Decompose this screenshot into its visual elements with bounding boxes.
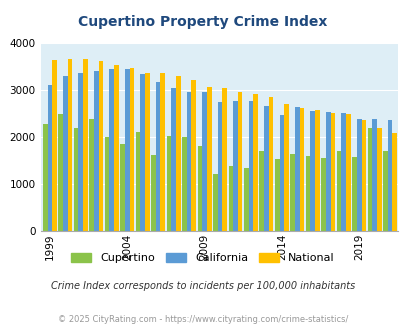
Bar	[299, 108, 304, 231]
Bar	[371, 118, 376, 231]
Bar	[367, 128, 371, 231]
Bar	[83, 59, 87, 231]
Bar	[63, 76, 68, 231]
Bar	[160, 73, 165, 231]
Bar	[320, 158, 325, 231]
Bar	[263, 106, 268, 231]
Bar	[109, 69, 114, 231]
Bar	[325, 112, 330, 231]
Bar	[382, 151, 387, 231]
Bar	[268, 97, 273, 231]
Bar	[94, 71, 98, 231]
Bar	[43, 124, 47, 231]
Bar	[114, 65, 118, 231]
Bar	[352, 157, 356, 231]
Bar	[68, 59, 72, 231]
Bar	[376, 128, 381, 231]
Bar	[145, 74, 149, 231]
Bar	[330, 113, 335, 231]
Bar	[279, 115, 283, 231]
Bar	[182, 137, 186, 231]
Bar	[125, 69, 129, 231]
Bar	[89, 118, 94, 231]
Bar	[284, 104, 288, 231]
Bar	[341, 114, 345, 231]
Bar	[98, 61, 103, 231]
Bar	[120, 145, 125, 231]
Bar	[222, 88, 226, 231]
Bar	[135, 132, 140, 231]
Text: Cupertino Property Crime Index: Cupertino Property Crime Index	[78, 15, 327, 29]
Legend: Cupertino, California, National: Cupertino, California, National	[67, 248, 338, 268]
Bar	[207, 87, 211, 231]
Bar	[151, 155, 156, 231]
Bar	[156, 82, 160, 231]
Bar	[387, 120, 392, 231]
Bar	[274, 159, 279, 231]
Bar	[232, 101, 237, 231]
Bar	[248, 101, 253, 231]
Bar	[104, 137, 109, 231]
Bar	[58, 115, 63, 231]
Bar	[253, 94, 257, 231]
Bar	[217, 102, 222, 231]
Bar	[52, 60, 57, 231]
Bar	[202, 92, 207, 231]
Bar	[310, 111, 314, 231]
Bar	[290, 154, 294, 231]
Bar	[191, 80, 196, 231]
Bar	[175, 76, 180, 231]
Bar	[314, 110, 319, 231]
Bar	[47, 85, 52, 231]
Bar	[228, 166, 232, 231]
Text: Crime Index corresponds to incidents per 100,000 inhabitants: Crime Index corresponds to incidents per…	[51, 281, 354, 291]
Bar	[305, 156, 310, 231]
Bar	[171, 87, 175, 231]
Bar	[360, 120, 365, 231]
Bar	[197, 147, 202, 231]
Bar	[78, 74, 83, 231]
Bar	[392, 133, 396, 231]
Bar	[345, 115, 350, 231]
Bar	[74, 128, 78, 231]
Bar	[356, 119, 360, 231]
Bar	[166, 136, 171, 231]
Bar	[186, 92, 191, 231]
Bar	[259, 151, 263, 231]
Bar	[140, 74, 145, 231]
Bar	[213, 174, 217, 231]
Bar	[129, 68, 134, 231]
Text: © 2025 CityRating.com - https://www.cityrating.com/crime-statistics/: © 2025 CityRating.com - https://www.city…	[58, 315, 347, 324]
Bar	[237, 92, 242, 231]
Bar	[336, 151, 341, 231]
Bar	[243, 168, 248, 231]
Bar	[294, 107, 299, 231]
